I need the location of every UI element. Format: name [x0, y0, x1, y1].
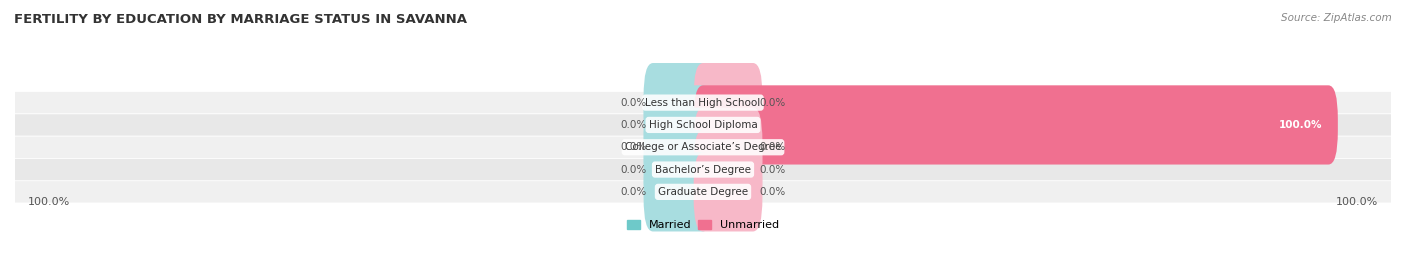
Legend: Married, Unmarried: Married, Unmarried: [627, 220, 779, 230]
Text: Less than High School: Less than High School: [645, 98, 761, 108]
FancyBboxPatch shape: [644, 63, 713, 142]
FancyBboxPatch shape: [693, 85, 1339, 165]
FancyBboxPatch shape: [693, 63, 762, 142]
Text: 100.0%: 100.0%: [1278, 120, 1322, 130]
Text: 0.0%: 0.0%: [759, 142, 786, 152]
FancyBboxPatch shape: [15, 92, 1391, 113]
Text: FERTILITY BY EDUCATION BY MARRIAGE STATUS IN SAVANNA: FERTILITY BY EDUCATION BY MARRIAGE STATU…: [14, 13, 467, 26]
FancyBboxPatch shape: [644, 130, 713, 209]
Text: College or Associate’s Degree: College or Associate’s Degree: [624, 142, 782, 152]
FancyBboxPatch shape: [15, 159, 1391, 180]
FancyBboxPatch shape: [15, 181, 1391, 203]
Text: Source: ZipAtlas.com: Source: ZipAtlas.com: [1281, 13, 1392, 23]
Text: 0.0%: 0.0%: [620, 120, 647, 130]
Text: 0.0%: 0.0%: [620, 98, 647, 108]
FancyBboxPatch shape: [644, 108, 713, 187]
Text: 100.0%: 100.0%: [1336, 197, 1378, 207]
Text: Graduate Degree: Graduate Degree: [658, 187, 748, 197]
Text: Bachelor’s Degree: Bachelor’s Degree: [655, 165, 751, 175]
Text: 0.0%: 0.0%: [759, 98, 786, 108]
FancyBboxPatch shape: [644, 85, 713, 165]
Text: 0.0%: 0.0%: [620, 187, 647, 197]
Text: High School Diploma: High School Diploma: [648, 120, 758, 130]
FancyBboxPatch shape: [693, 108, 762, 187]
FancyBboxPatch shape: [644, 152, 713, 232]
Text: 0.0%: 0.0%: [620, 165, 647, 175]
Text: 0.0%: 0.0%: [759, 187, 786, 197]
Text: 100.0%: 100.0%: [28, 197, 70, 207]
FancyBboxPatch shape: [693, 130, 762, 209]
Text: 0.0%: 0.0%: [620, 142, 647, 152]
FancyBboxPatch shape: [15, 114, 1391, 136]
FancyBboxPatch shape: [15, 137, 1391, 158]
FancyBboxPatch shape: [693, 152, 762, 232]
Text: 0.0%: 0.0%: [759, 165, 786, 175]
